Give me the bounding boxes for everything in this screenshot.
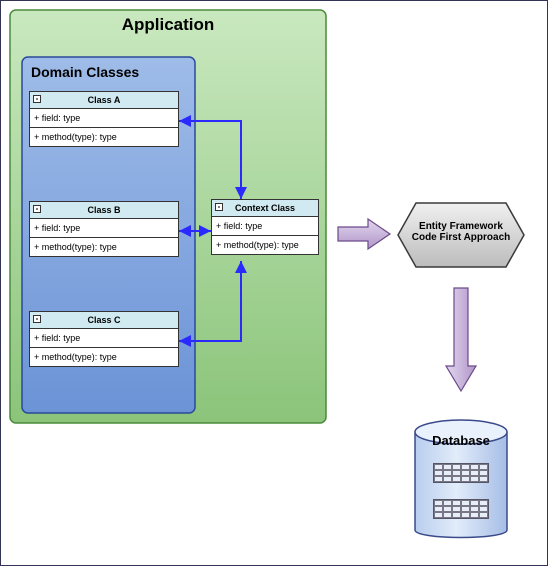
ef-line1: Entity Framework [419, 221, 503, 232]
db-mini-table-2 [433, 499, 489, 519]
arrow-to-ef [336, 217, 396, 251]
database-label: Database [411, 433, 511, 448]
ef-text: Entity Framework Code First Approach [406, 221, 516, 243]
arrow-to-db [444, 286, 478, 396]
db-mini-table-1 [433, 463, 489, 483]
ef-line2: Code First Approach [412, 232, 511, 243]
